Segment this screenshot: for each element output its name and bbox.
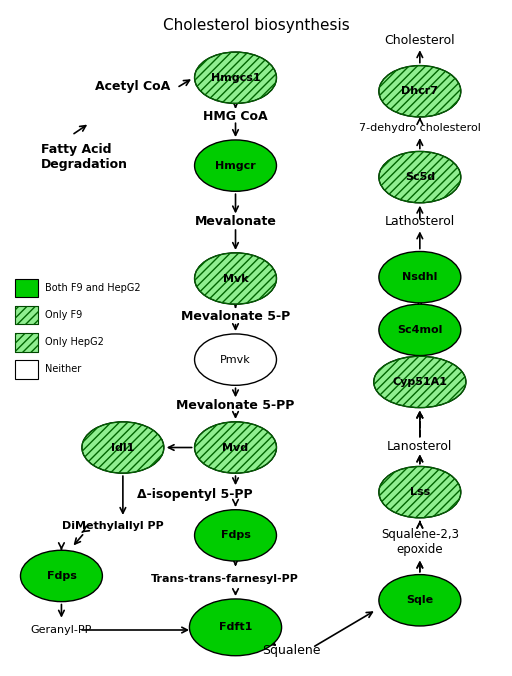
Text: Fdft1: Fdft1 xyxy=(219,623,252,632)
Bar xyxy=(15,306,38,324)
Text: Neither: Neither xyxy=(45,364,81,374)
Ellipse shape xyxy=(379,304,461,356)
Ellipse shape xyxy=(379,575,461,626)
Text: Fdps: Fdps xyxy=(47,571,76,581)
Text: Idl1: Idl1 xyxy=(111,443,135,452)
Text: Fdps: Fdps xyxy=(221,531,250,540)
Text: Squalene-2,3
epoxide: Squalene-2,3 epoxide xyxy=(381,528,459,556)
Ellipse shape xyxy=(195,253,276,304)
Text: Nsdhl: Nsdhl xyxy=(402,272,438,282)
Text: Acetyl CoA: Acetyl CoA xyxy=(96,80,170,93)
Ellipse shape xyxy=(189,599,282,656)
Bar xyxy=(15,279,38,297)
Text: Cyp51A1: Cyp51A1 xyxy=(392,377,447,387)
Ellipse shape xyxy=(379,251,461,303)
Bar xyxy=(15,306,38,324)
Ellipse shape xyxy=(195,510,276,561)
Bar xyxy=(15,333,38,352)
Ellipse shape xyxy=(379,66,461,117)
Text: Fatty Acid
Degradation: Fatty Acid Degradation xyxy=(41,143,128,171)
Text: Both F9 and HepG2: Both F9 and HepG2 xyxy=(45,283,140,293)
Ellipse shape xyxy=(195,422,276,473)
Text: Mvd: Mvd xyxy=(222,443,249,452)
Text: Geranyl-PP: Geranyl-PP xyxy=(31,625,92,635)
Text: Sc4mol: Sc4mol xyxy=(397,325,442,335)
Text: Pmvk: Pmvk xyxy=(220,355,251,364)
Text: Cholesterol: Cholesterol xyxy=(385,34,455,47)
Ellipse shape xyxy=(195,334,276,385)
Text: Mevalonate 5-PP: Mevalonate 5-PP xyxy=(176,399,295,412)
Text: Dhcr7: Dhcr7 xyxy=(401,87,438,96)
Text: Only F9: Only F9 xyxy=(45,310,82,320)
Text: Cholesterol biosynthesis: Cholesterol biosynthesis xyxy=(163,18,349,33)
Text: Lss: Lss xyxy=(410,487,430,497)
Text: Sqle: Sqle xyxy=(407,596,433,605)
Text: Lathosterol: Lathosterol xyxy=(385,215,455,228)
Text: Trans-trans-farnesyl-PP: Trans-trans-farnesyl-PP xyxy=(152,575,299,584)
Text: Mevalonate 5-P: Mevalonate 5-P xyxy=(181,310,290,323)
Text: Squalene: Squalene xyxy=(263,644,321,657)
Text: Mvk: Mvk xyxy=(223,274,248,283)
Text: Lanosterol: Lanosterol xyxy=(387,439,453,453)
Text: Δ-isopentyl 5-PP: Δ-isopentyl 5-PP xyxy=(137,488,252,502)
Ellipse shape xyxy=(379,466,461,518)
Ellipse shape xyxy=(195,140,276,191)
Bar xyxy=(15,333,38,352)
Bar xyxy=(15,360,38,379)
Text: 7-dehydro cholesterol: 7-dehydro cholesterol xyxy=(359,124,481,133)
Text: DiMethylallyl PP: DiMethylallyl PP xyxy=(62,521,163,531)
Ellipse shape xyxy=(195,52,276,103)
Ellipse shape xyxy=(20,550,102,602)
Text: Hmgcs1: Hmgcs1 xyxy=(211,73,260,82)
Text: HMG CoA: HMG CoA xyxy=(203,110,268,123)
Ellipse shape xyxy=(374,356,466,408)
Text: Only HepG2: Only HepG2 xyxy=(45,337,103,347)
Text: Hmgcr: Hmgcr xyxy=(215,161,256,170)
Ellipse shape xyxy=(379,151,461,203)
Text: Mevalonate: Mevalonate xyxy=(195,215,276,228)
Ellipse shape xyxy=(82,422,164,473)
Text: Sc5d: Sc5d xyxy=(405,172,435,182)
